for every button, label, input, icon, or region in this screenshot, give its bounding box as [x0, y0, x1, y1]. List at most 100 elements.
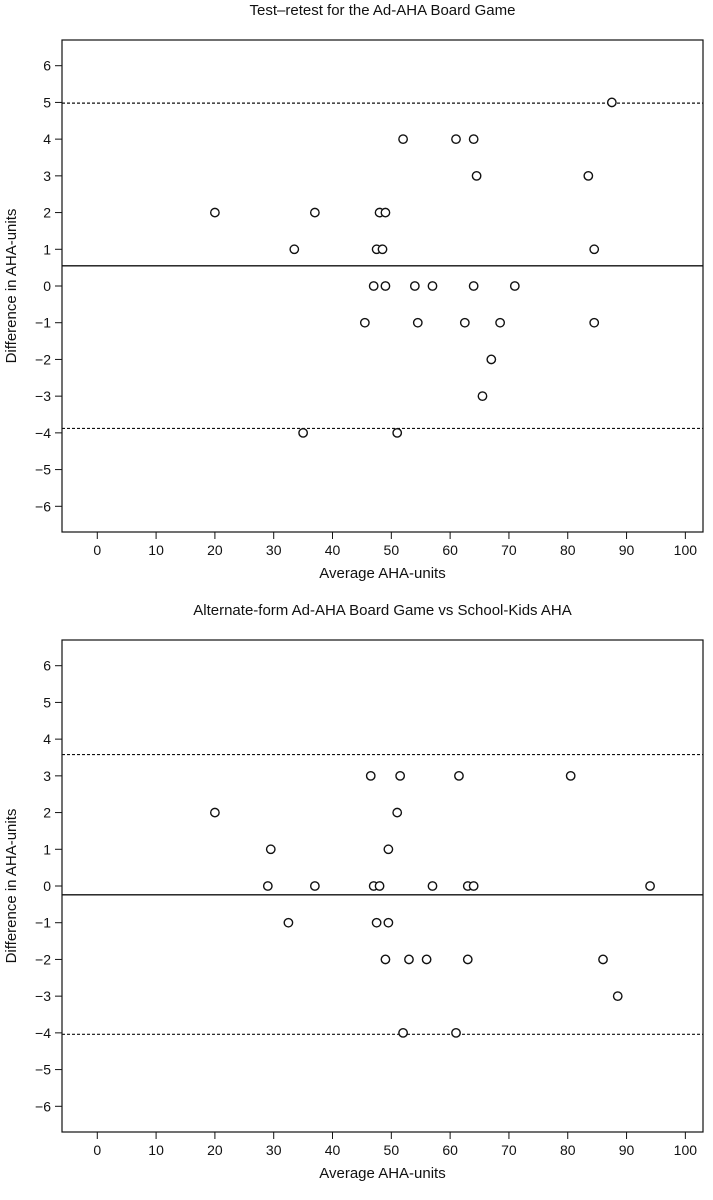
y-tick-label: 3	[43, 768, 51, 784]
x-tick-label: 90	[619, 1142, 635, 1158]
x-tick-label: 50	[384, 1142, 400, 1158]
data-point	[471, 170, 482, 181]
y-tick-label: 1	[43, 841, 51, 857]
data-point	[468, 881, 479, 891]
data-point	[598, 954, 608, 965]
x-tick-label: 70	[501, 542, 517, 558]
data-point	[383, 844, 394, 855]
x-tick-label: 0	[93, 1142, 101, 1158]
x-tick-label: 80	[560, 1142, 576, 1158]
x-axis-label: Average AHA-units	[319, 565, 445, 582]
x-tick-label: 80	[560, 542, 576, 558]
data-point	[377, 244, 388, 255]
data-point	[427, 281, 438, 291]
data-point	[509, 281, 520, 291]
x-tick-label: 100	[674, 1142, 698, 1158]
data-point	[398, 1027, 408, 1038]
data-point	[451, 134, 461, 145]
data-point	[359, 317, 370, 328]
data-point	[454, 770, 464, 781]
data-point	[459, 317, 470, 328]
y-tick-label: −5	[35, 462, 51, 478]
y-tick-label: −6	[35, 1098, 51, 1114]
x-tick-label: 10	[148, 542, 164, 558]
x-tick-label: 60	[442, 542, 458, 558]
data-point	[380, 207, 391, 218]
y-tick-label: 3	[43, 168, 51, 184]
data-point	[409, 281, 420, 291]
bland-altman-chart-test-retest: Test–retest for the Ad-AHA Board Game 6 5…	[3, 2, 704, 582]
data-point	[262, 881, 273, 891]
data-point	[606, 97, 617, 108]
data-point	[451, 1027, 461, 1038]
data-point	[398, 134, 408, 145]
data-point	[265, 844, 276, 855]
data-point	[404, 954, 414, 965]
y-tick-label: 6	[43, 58, 51, 74]
data-point	[283, 917, 294, 928]
y-tick-label: 5	[43, 94, 51, 110]
data-point	[565, 770, 576, 781]
x-tick-label: 60	[442, 1142, 458, 1158]
y-tick-label: 2	[43, 805, 51, 821]
chart-title: Alternate-form Ad-AHA Board Game vs Scho…	[193, 602, 572, 619]
x-tick-label: 20	[207, 1142, 223, 1158]
x-axis-label: Average AHA-units	[319, 1165, 445, 1182]
y-tick-label: 6	[43, 658, 51, 674]
data-point	[383, 917, 394, 928]
data-point	[371, 917, 382, 928]
data-point	[298, 427, 309, 438]
data-point	[368, 281, 379, 291]
data-point	[395, 770, 406, 781]
y-tick-label: −2	[35, 351, 51, 367]
x-tick-label: 30	[266, 542, 282, 558]
x-tick-label: 20	[207, 542, 223, 558]
data-point	[589, 244, 600, 255]
x-tick-label: 70	[501, 1142, 517, 1158]
y-tick-label: 1	[43, 241, 51, 257]
data-point	[612, 991, 623, 1002]
data-point	[427, 881, 438, 891]
y-tick-label: 4	[43, 131, 51, 147]
x-tick-label: 40	[325, 542, 341, 558]
y-tick-label: 5	[43, 694, 51, 710]
data-point	[392, 807, 403, 818]
x-tick-label: 40	[325, 1142, 341, 1158]
y-tick-label: −2	[35, 951, 51, 967]
y-tick-label: 2	[43, 205, 51, 221]
y-tick-label: −1	[35, 915, 51, 931]
y-tick-label: 0	[43, 878, 51, 894]
data-point	[477, 391, 488, 402]
data-point	[421, 954, 432, 965]
x-tick-label: 100	[674, 542, 698, 558]
y-tick-label: −5	[35, 1062, 51, 1078]
data-point	[468, 134, 479, 145]
data-point	[289, 244, 300, 255]
x-tick-label: 90	[619, 542, 635, 558]
data-point	[462, 954, 473, 965]
x-tick-label: 30	[266, 1142, 282, 1158]
data-point	[589, 317, 600, 328]
data-point	[468, 281, 479, 291]
y-tick-label: −1	[35, 315, 51, 331]
x-tick-label: 10	[148, 1142, 164, 1158]
y-tick-label: 4	[43, 731, 51, 747]
bland-altman-chart-alternate-form: Alternate-form Ad-AHA Board Game vs Scho…	[0, 600, 713, 1200]
y-tick-label: 0	[43, 278, 51, 294]
y-tick-label: −4	[35, 425, 51, 441]
y-tick-label: −6	[35, 498, 51, 514]
y-axis-label: Difference in AHA-units	[3, 209, 20, 364]
data-point	[380, 281, 391, 291]
data-point	[309, 881, 320, 891]
y-tick-label: −3	[35, 988, 51, 1004]
y-axis-label: Difference in AHA-units	[3, 809, 20, 964]
y-tick-label: −4	[35, 1025, 51, 1041]
data-point	[486, 354, 497, 365]
data-point	[412, 317, 423, 328]
data-point	[392, 427, 403, 438]
x-tick-label: 0	[93, 542, 101, 558]
data-point	[365, 770, 376, 781]
data-point	[374, 881, 385, 891]
data-point	[209, 207, 220, 218]
